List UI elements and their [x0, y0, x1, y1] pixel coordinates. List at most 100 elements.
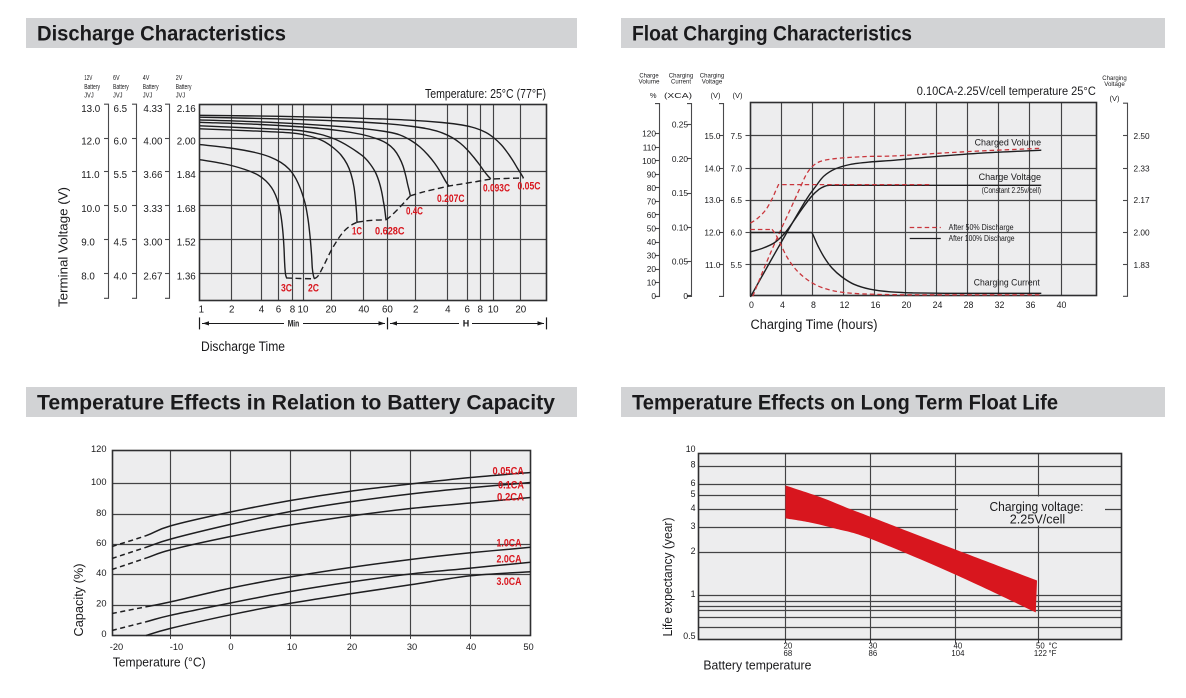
svg-text:122: 122 — [1034, 649, 1047, 658]
svg-text:Battery: Battery — [84, 84, 100, 91]
svg-text:0.20: 0.20 — [672, 154, 689, 164]
svg-text:60: 60 — [96, 538, 106, 548]
svg-text:After 100% Discharge: After 100% Discharge — [949, 234, 1015, 243]
svg-text:0: 0 — [228, 642, 233, 652]
svg-text:40: 40 — [954, 642, 963, 651]
svg-text:100: 100 — [642, 156, 656, 166]
svg-text:Charging voltage:: Charging voltage: — [990, 500, 1084, 514]
svg-text:0: 0 — [749, 300, 754, 310]
svg-text:8: 8 — [290, 304, 296, 315]
svg-text:Charging: Charging — [1102, 75, 1127, 82]
svg-text:11.0: 11.0 — [81, 170, 100, 181]
svg-text:0.15: 0.15 — [672, 188, 689, 198]
svg-text:Voltage: Voltage — [1104, 81, 1125, 88]
svg-text:3.00: 3.00 — [143, 238, 163, 249]
svg-text:3.0CA: 3.0CA — [497, 576, 522, 588]
svg-text:(V): (V) — [733, 91, 744, 100]
svg-text:10: 10 — [686, 444, 696, 454]
svg-text:Temperature Effects in Relatio: Temperature Effects in Relation to Batte… — [37, 392, 555, 415]
svg-text:Discharge Time: Discharge Time — [201, 339, 285, 354]
svg-text:2C: 2C — [308, 283, 319, 295]
svg-text:Voltage: Voltage — [702, 78, 723, 85]
svg-text:Terminal Voltage (V): Terminal Voltage (V) — [56, 187, 71, 307]
svg-text:40: 40 — [96, 568, 106, 578]
svg-text:Min: Min — [288, 319, 300, 329]
svg-text:13.0: 13.0 — [704, 195, 721, 205]
svg-text:20: 20 — [347, 642, 357, 652]
svg-text:4.0: 4.0 — [114, 272, 128, 283]
svg-text:JVJ: JVJ — [176, 93, 186, 100]
svg-text:2.50: 2.50 — [1134, 131, 1151, 141]
svg-text:0.4C: 0.4C — [406, 206, 423, 218]
svg-text:Current: Current — [671, 78, 691, 85]
svg-text:3C: 3C — [281, 283, 292, 295]
svg-text:1: 1 — [199, 304, 204, 315]
svg-text:Temperature (°C): Temperature (°C) — [113, 655, 206, 670]
svg-text:(XCA): (XCA) — [664, 91, 693, 100]
svg-text:1.0CA: 1.0CA — [497, 538, 522, 550]
svg-text:Charging Current: Charging Current — [974, 277, 1040, 288]
svg-text:20: 20 — [515, 304, 526, 315]
svg-text:Charged Volume: Charged Volume — [975, 138, 1042, 149]
svg-text:Battery: Battery — [143, 84, 159, 91]
svg-text:After 50% Discharge: After 50% Discharge — [949, 223, 1014, 232]
svg-text:60: 60 — [382, 304, 393, 315]
svg-text:90: 90 — [647, 169, 657, 179]
svg-text:15.0: 15.0 — [704, 131, 721, 141]
svg-text:2.67: 2.67 — [143, 272, 162, 283]
svg-text:Battery: Battery — [113, 84, 129, 91]
svg-text:1.36: 1.36 — [177, 272, 197, 283]
svg-text:36: 36 — [1026, 300, 1036, 310]
svg-text:12: 12 — [840, 300, 850, 310]
svg-text:6.0: 6.0 — [730, 228, 742, 238]
svg-text:2V: 2V — [176, 75, 183, 82]
svg-text:4.5: 4.5 — [114, 238, 128, 249]
svg-text:68: 68 — [784, 649, 793, 658]
svg-text:0: 0 — [683, 291, 688, 301]
svg-text:0.1CA: 0.1CA — [498, 480, 524, 492]
svg-text:0.05: 0.05 — [672, 257, 689, 267]
svg-text:4V: 4V — [143, 75, 150, 82]
svg-text:12.0: 12.0 — [81, 136, 101, 147]
svg-text:Volume: Volume — [639, 78, 660, 85]
svg-text:7.0: 7.0 — [730, 163, 742, 173]
svg-text:8: 8 — [811, 300, 816, 310]
svg-text:5.5: 5.5 — [114, 170, 128, 181]
svg-text:1.68: 1.68 — [177, 204, 197, 215]
svg-text:80: 80 — [96, 508, 106, 518]
svg-text:110: 110 — [643, 142, 657, 152]
svg-text:10: 10 — [298, 304, 309, 315]
svg-text:10: 10 — [647, 278, 657, 288]
svg-text:2.33: 2.33 — [1134, 163, 1151, 173]
svg-text:0.093C: 0.093C — [483, 183, 510, 195]
svg-text:-20: -20 — [110, 642, 123, 652]
svg-text:H: H — [463, 319, 470, 329]
svg-text:9.0: 9.0 — [81, 238, 95, 249]
svg-text:7.5: 7.5 — [730, 131, 742, 141]
svg-text:20: 20 — [784, 642, 793, 651]
svg-text:2: 2 — [229, 304, 234, 315]
svg-text:10: 10 — [488, 304, 499, 315]
svg-text:20: 20 — [326, 304, 337, 315]
svg-text:Charging: Charging — [700, 72, 725, 79]
svg-text:0.207C: 0.207C — [437, 193, 465, 205]
svg-text:20: 20 — [647, 264, 657, 274]
svg-text:2: 2 — [691, 546, 696, 556]
svg-text:4: 4 — [691, 503, 696, 513]
svg-text:24: 24 — [933, 300, 943, 310]
svg-text:Charging: Charging — [669, 72, 694, 79]
svg-text:3.66: 3.66 — [143, 170, 163, 181]
svg-text:Float Charging Characteristics: Float Charging Characteristics — [632, 23, 912, 46]
svg-text:40: 40 — [647, 237, 657, 247]
svg-text:20: 20 — [96, 598, 106, 608]
svg-text:10.0: 10.0 — [81, 204, 101, 215]
svg-text:Battery: Battery — [176, 84, 192, 91]
svg-text:(Constant 2.25v/cell): (Constant 2.25v/cell) — [982, 186, 1042, 195]
svg-text:30: 30 — [869, 642, 878, 651]
svg-text:4: 4 — [259, 304, 265, 315]
svg-text:1.84: 1.84 — [177, 170, 197, 181]
svg-text:5.0: 5.0 — [114, 204, 128, 215]
svg-text:120: 120 — [642, 129, 656, 139]
svg-text:4: 4 — [445, 304, 451, 315]
svg-text:Life expectancy (year): Life expectancy (year) — [660, 518, 675, 637]
